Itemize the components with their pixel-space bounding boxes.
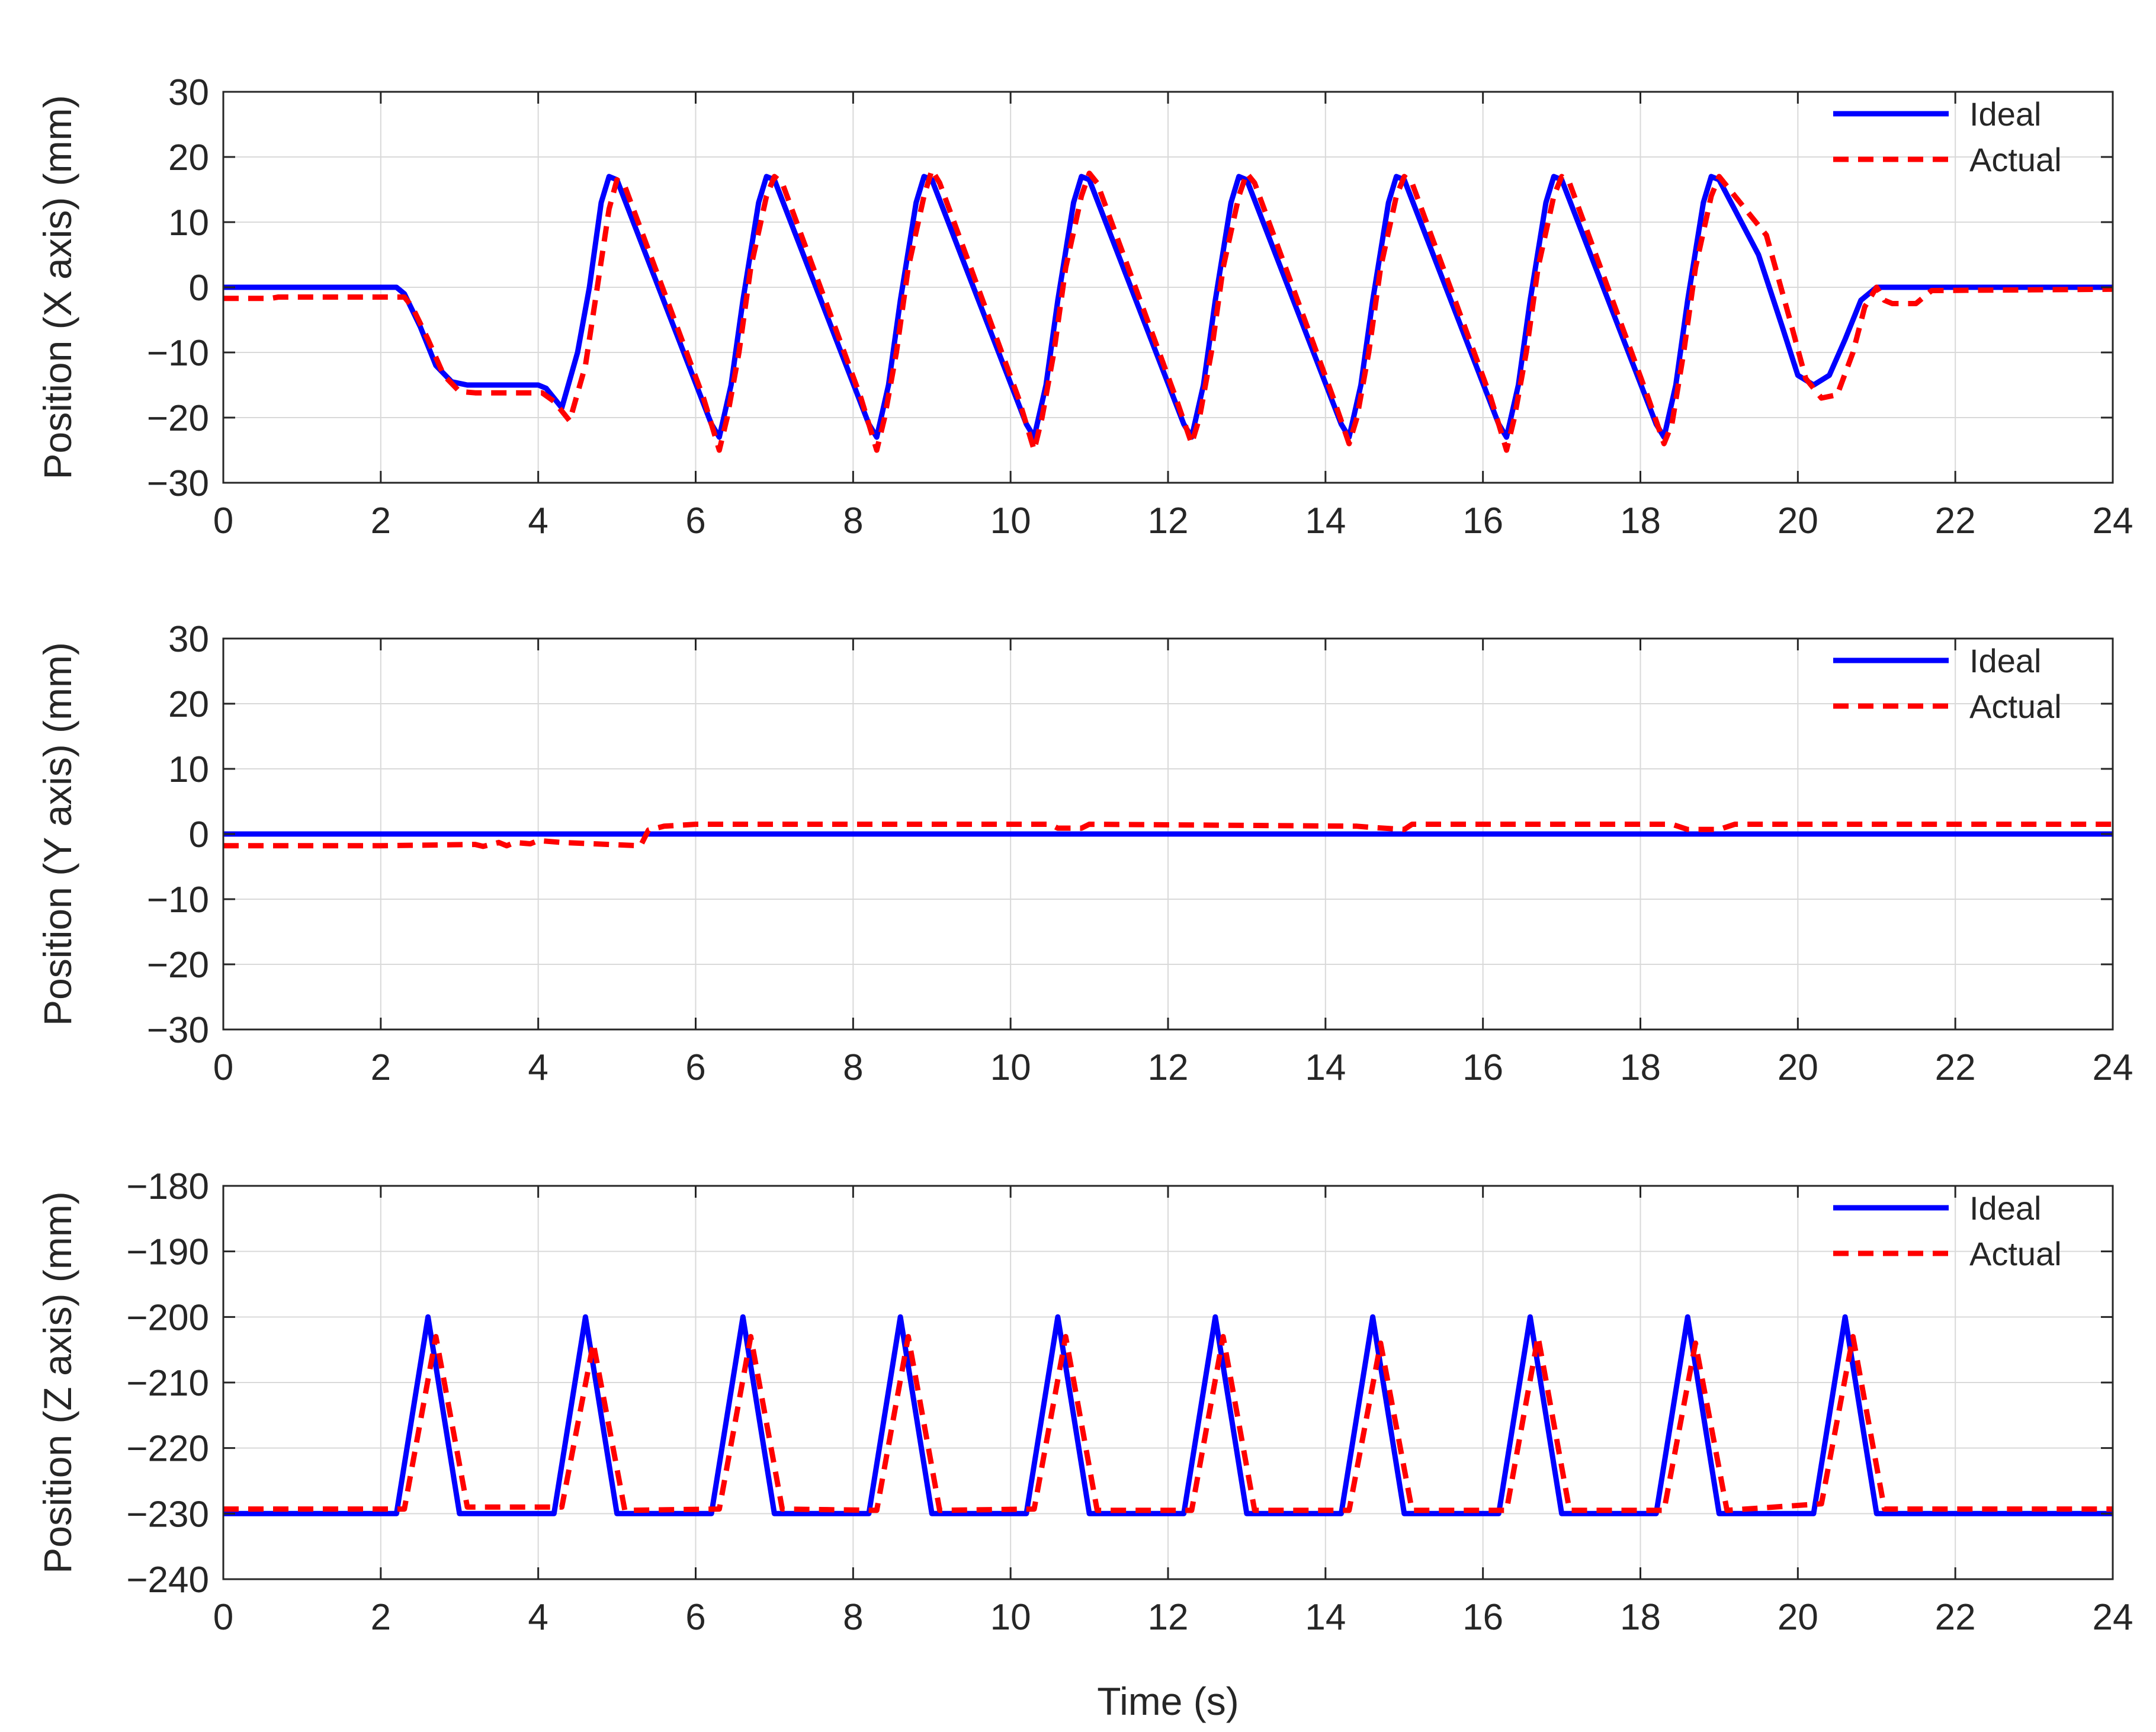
z-ytick-label: −220 — [126, 1429, 209, 1470]
z-xtick-label: 6 — [685, 1597, 705, 1638]
z-ytick-label: −210 — [126, 1363, 209, 1404]
y-ytick-label: −10 — [147, 880, 209, 920]
x-ytick-label: 20 — [168, 137, 209, 178]
y-actual-series-line — [223, 822, 2113, 849]
x-xtick-label: 16 — [1462, 501, 1503, 541]
y-ylabel: Position (Y axis) (mm) — [36, 642, 79, 1026]
y-xtick-label: 12 — [1148, 1047, 1189, 1088]
z-xtick-label: 18 — [1620, 1597, 1661, 1638]
z-ytick-label: −240 — [126, 1560, 209, 1601]
x-legend: Ideal Actual — [1833, 95, 2062, 178]
x-ytick-label: 30 — [168, 72, 209, 113]
x-legend-ideal-label: Ideal — [1969, 95, 2041, 133]
z-xtick-label: 4 — [528, 1597, 548, 1638]
x-xtick-label: 22 — [1935, 501, 1976, 541]
z-xtick-label: 2 — [371, 1597, 391, 1638]
z-ytick-label: −200 — [126, 1297, 209, 1338]
y-xtick-label: 10 — [990, 1047, 1031, 1088]
y-xtick-label: 18 — [1620, 1047, 1661, 1088]
z-legend-ideal-label: Ideal — [1969, 1189, 2041, 1227]
z-xtick-label: 20 — [1778, 1597, 1818, 1638]
z-xtick-label: 24 — [2093, 1597, 2133, 1638]
y-xtick-label: 4 — [528, 1047, 548, 1088]
y-legend-actual-label: Actual — [1969, 688, 2062, 725]
z-ylabel: Position (Z axis) (mm) — [36, 1191, 79, 1573]
x-xtick-label: 12 — [1148, 501, 1189, 541]
z-xtick-label: 22 — [1935, 1597, 1976, 1638]
z-legend: Ideal Actual — [1833, 1189, 2062, 1272]
z-xtick-label: 8 — [843, 1597, 863, 1638]
x-legend-actual-label: Actual — [1969, 141, 2062, 178]
x-xtick-label: 8 — [843, 501, 863, 541]
z-ytick-label: −230 — [126, 1494, 209, 1535]
z-xtick-label: 14 — [1305, 1597, 1346, 1638]
x-axis-position-plot: 0 2 4 6 8 10 12 14 16 18 20 22 243020100−10−20−30Pos… — [36, 72, 2133, 541]
y-ytick-label: 0 — [189, 814, 209, 855]
y-xtick-label: 16 — [1462, 1047, 1503, 1088]
y-ytick-label: −20 — [147, 945, 209, 986]
z-ytick-label: −180 — [126, 1166, 209, 1207]
x-ytick-label: 0 — [189, 268, 209, 309]
x-xtick-label: 14 — [1305, 501, 1346, 541]
y-xtick-label: 14 — [1305, 1047, 1346, 1088]
x-xtick-label: 2 — [371, 501, 391, 541]
z-ytick-label: −190 — [126, 1232, 209, 1273]
y-xtick-label: 22 — [1935, 1047, 1976, 1088]
x-xtick-label: 4 — [528, 501, 548, 541]
z-xtick-label: 10 — [990, 1597, 1031, 1638]
time-axis-label: Time (s) — [1097, 1679, 1239, 1723]
x-actual-series-line — [223, 167, 2113, 453]
z-xtick-label: 0 — [213, 1597, 233, 1638]
x-ytick-label: −10 — [147, 333, 209, 374]
x-xtick-label: 0 — [213, 501, 233, 541]
z-legend-actual-label: Actual — [1969, 1235, 2062, 1272]
y-xtick-label: 6 — [685, 1047, 705, 1088]
x-xtick-label: 10 — [990, 501, 1031, 541]
x-xtick-label: 20 — [1778, 501, 1818, 541]
x-ytick-label: −30 — [147, 463, 209, 504]
x-ylabel: Position (X axis) (mm) — [36, 95, 79, 479]
y-xtick-label: 20 — [1778, 1047, 1818, 1088]
y-ytick-label: −30 — [147, 1010, 209, 1051]
y-ytick-label: 20 — [168, 684, 209, 725]
x-ytick-label: 10 — [168, 203, 209, 243]
x-ideal-series-line — [223, 174, 2113, 440]
z-xtick-label: 16 — [1462, 1597, 1503, 1638]
x-xtick-label: 24 — [2093, 501, 2133, 541]
y-axis-position-plot: 0 2 4 6 8 10 12 14 16 18 20 22 243020100−10−20−30Pos… — [36, 619, 2133, 1088]
z-actual-series-line — [223, 1334, 2113, 1513]
x-xtick-label: 18 — [1620, 501, 1661, 541]
y-xtick-label: 0 — [213, 1047, 233, 1088]
y-xtick-label: 24 — [2093, 1047, 2133, 1088]
y-legend-ideal-label: Ideal — [1969, 642, 2041, 679]
z-axis-position-plot: 0 2 4 6 8 10 12 14 16 18 20 22 24−180−190−200−210−22… — [36, 1166, 2133, 1638]
y-ytick-label: 30 — [168, 619, 209, 660]
x-xtick-label: 6 — [685, 501, 705, 541]
y-legend: Ideal Actual — [1833, 642, 2062, 725]
y-xtick-label: 8 — [843, 1047, 863, 1088]
y-xtick-label: 2 — [371, 1047, 391, 1088]
z-xtick-label: 12 — [1148, 1597, 1189, 1638]
y-ytick-label: 10 — [168, 749, 209, 790]
x-ytick-label: −20 — [147, 398, 209, 439]
